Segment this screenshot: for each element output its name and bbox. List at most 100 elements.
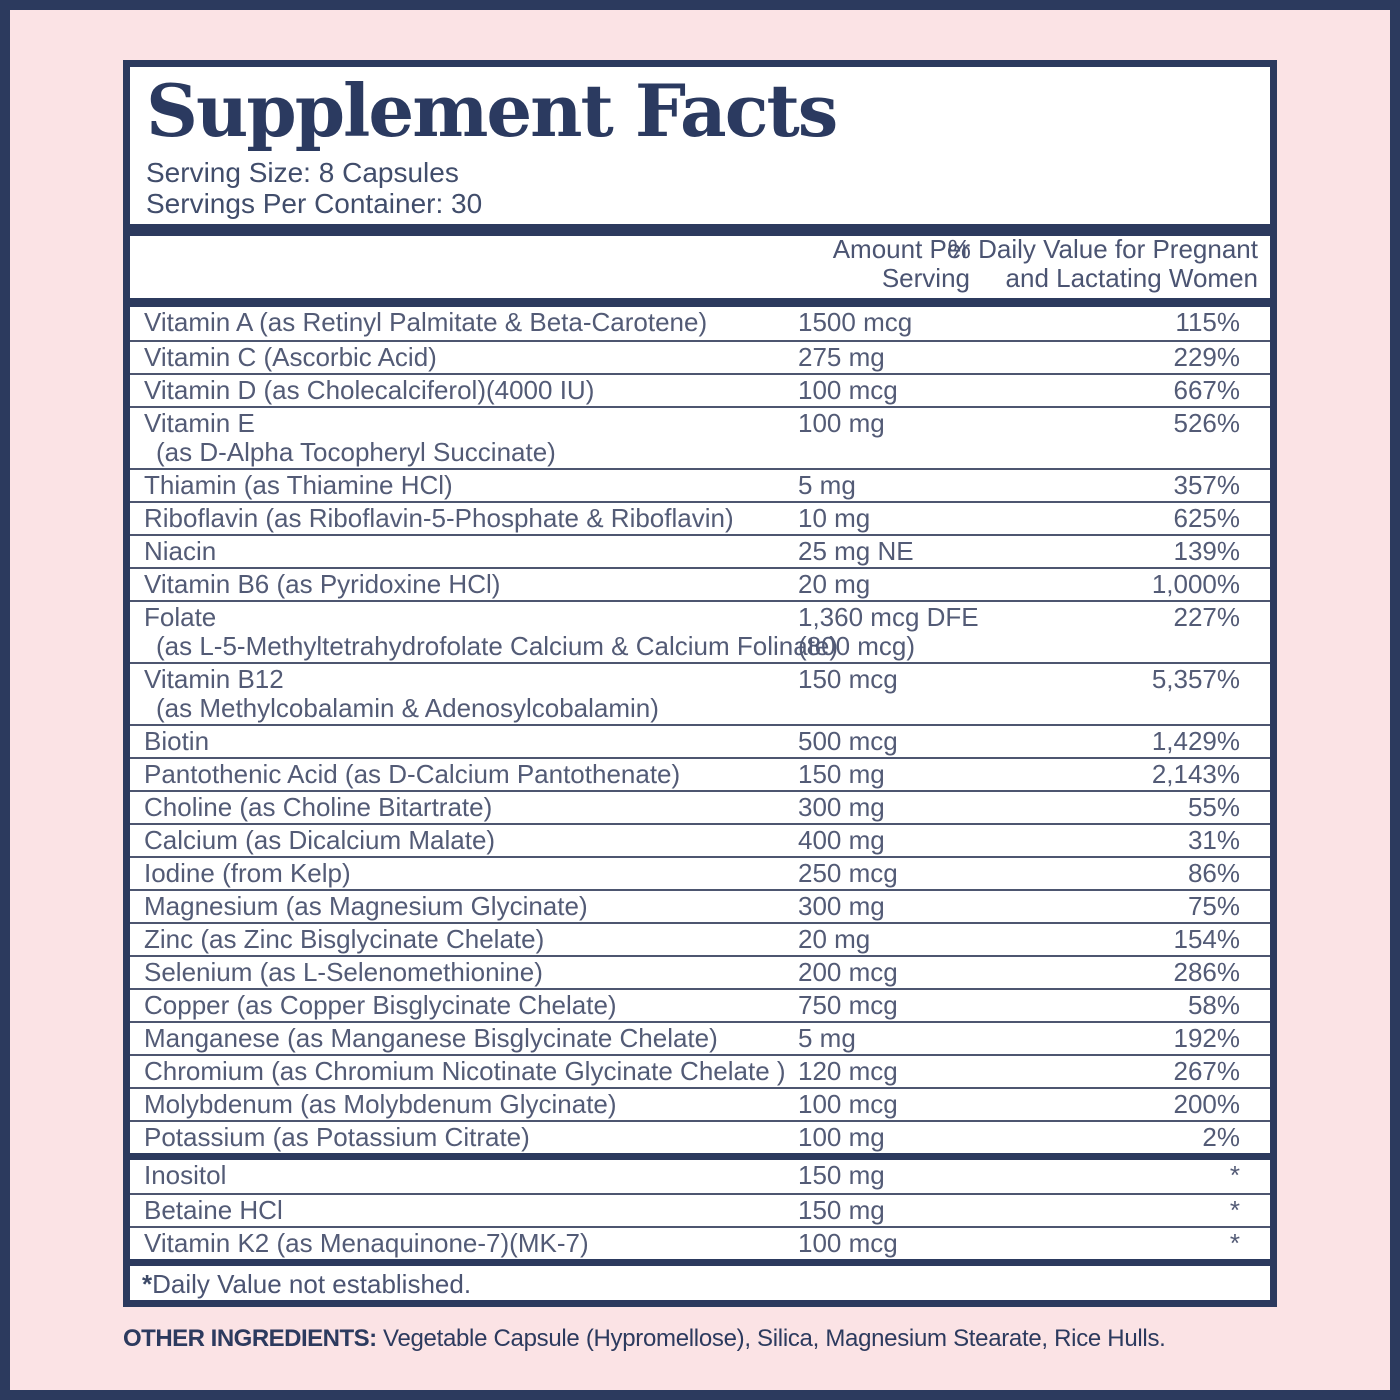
nutrient-row: Vitamin C (Ascorbic Acid) 275 mg 229% (130, 340, 1270, 373)
nutrient-row: Zinc (as Zinc Bisglycinate Chelate) 20 m… (130, 922, 1270, 955)
nutrient-daily-value: 192% (1173, 1023, 1241, 1053)
nutrient-row: Calcium (as Dicalcium Malate) 400 mg 31% (130, 823, 1270, 856)
nutrient-row: Iodine (from Kelp) 250 mcg 86% (130, 856, 1270, 889)
nutrient-amount: 300 mg (798, 891, 885, 921)
nutrient-table: Vitamin A (as Retinyl Palmitate & Beta-C… (130, 307, 1270, 1259)
nutrient-name: Inositol (144, 1160, 227, 1190)
nutrient-daily-value: 200% (1173, 1089, 1241, 1119)
footnote-divider-bar (130, 1259, 1270, 1266)
nutrient-name: Vitamin B6 (as Pyridoxine HCl) (144, 569, 501, 599)
nutrient-daily-value: 667% (1173, 375, 1241, 405)
nutrient-name: Vitamin B12 (144, 664, 284, 694)
nutrient-daily-value: 1,000% (1151, 569, 1240, 599)
nutrient-amount: 1500 mcg (798, 307, 913, 337)
nutrient-daily-value: 286% (1173, 957, 1241, 987)
section-divider-bar (130, 1153, 1270, 1160)
nutrient-row: Vitamin E (as D-Alpha Tocopheryl Succina… (130, 406, 1270, 468)
nutrient-row: Manganese (as Manganese Bisglycinate Che… (130, 1021, 1270, 1054)
nutrient-amount: 150 mg (798, 1160, 885, 1190)
nutrient-row: Vitamin D (as Cholecalciferol)(4000 IU) … (130, 373, 1270, 406)
nutrient-amount: 750 mcg (798, 990, 898, 1020)
daily-value-header: % Daily Value for Pregnant and Lactating… (948, 235, 1258, 293)
nutrient-amount: 100 mcg (798, 1228, 898, 1258)
serving-size-line: Serving Size: 8 Capsules (146, 157, 459, 188)
nutrient-name: Betaine HCl (144, 1195, 283, 1225)
nutrient-daily-value: 154% (1173, 924, 1241, 954)
nutrient-daily-value: 2% (1202, 1122, 1240, 1152)
nutrient-amount: 1,360 mcg DFE (800 mcg) (798, 602, 979, 661)
nutrient-name: Magnesium (as Magnesium Glycinate) (144, 891, 588, 921)
nutrient-daily-value: 75% (1187, 891, 1240, 921)
nutrient-name: Thiamin (as Thiamine HCl) (144, 470, 453, 500)
nutrient-amount: 275 mg (798, 342, 885, 372)
nutrient-name: Zinc (as Zinc Bisglycinate Chelate) (144, 924, 545, 954)
nutrient-amount: 250 mcg (798, 858, 898, 888)
nutrient-name: Copper (as Copper Bisglycinate Chelate) (144, 990, 617, 1020)
nutrient-row: Thiamin (as Thiamine HCl) 5 mg 357% (130, 468, 1270, 501)
nutrient-row: Inositol 150 mg * (130, 1160, 1270, 1193)
nutrient-amount: 400 mg (798, 825, 885, 855)
nutrient-row: Betaine HCl 150 mg * (130, 1193, 1270, 1226)
nutrient-row: Magnesium (as Magnesium Glycinate) 300 m… (130, 889, 1270, 922)
nutrient-name: Pantothenic Acid (as D-Calcium Pantothen… (144, 759, 681, 789)
nutrient-amount: 100 mg (798, 408, 885, 438)
nutrient-row: Vitamin K2 (as Menaquinone-7)(MK-7) 100 … (130, 1226, 1270, 1259)
nutrient-name: Riboflavin (as Riboflavin-5-Phosphate & … (144, 503, 734, 533)
nutrient-daily-value: 357% (1173, 470, 1241, 500)
nutrient-name: Manganese (as Manganese Bisglycinate Che… (144, 1023, 718, 1053)
other-ingredients-text: Vegetable Capsule (Hypromellose), Silica… (376, 1325, 1166, 1352)
nutrient-amount: 150 mcg (798, 664, 898, 694)
nutrient-name-detail: (as Methylcobalamin & Adenosylcobalamin) (156, 693, 659, 723)
nutrient-daily-value: 227% (1173, 602, 1241, 632)
nutrient-amount: 120 mcg (798, 1056, 898, 1086)
header-divider-bar (130, 224, 1270, 236)
nutrient-daily-value: 139% (1173, 536, 1241, 566)
nutrient-daily-value: 86% (1187, 858, 1240, 888)
panel-header: Supplement Facts Serving Size: 8 Capsule… (130, 69, 1270, 224)
column-header-divider-bar (130, 298, 1270, 307)
nutrient-amount: 10 mg (798, 503, 871, 533)
supplement-facts-panel: Supplement Facts Serving Size: 8 Capsule… (123, 60, 1277, 1307)
daily-value-header-line1: % Daily Value for Pregnant (947, 234, 1258, 264)
nutrient-daily-value: 267% (1173, 1056, 1241, 1086)
nutrient-name-detail: (as L-5-Methyltetrahydrofolate Calcium &… (156, 631, 839, 661)
nutrient-amount: 100 mcg (798, 375, 898, 405)
nutrient-name: Selenium (as L-Selenomethionine) (144, 957, 543, 987)
nutrient-row: Folate (as L-5-Methyltetrahydrofolate Ca… (130, 600, 1270, 662)
nutrient-daily-value: 526% (1173, 408, 1241, 438)
nutrient-amount: 5 mg (798, 470, 856, 500)
nutrient-name: Iodine (from Kelp) (144, 858, 351, 888)
nutrient-daily-value: 55% (1187, 792, 1240, 822)
nutrient-name: Potassium (as Potassium Citrate) (144, 1122, 530, 1152)
footnote-text: Daily Value not established. (152, 1269, 472, 1299)
nutrient-daily-value: 625% (1173, 503, 1241, 533)
nutrient-daily-value: 31% (1187, 825, 1240, 855)
nutrient-name: Vitamin A (as Retinyl Palmitate & Beta-C… (144, 307, 708, 337)
nutrient-daily-value: 229% (1173, 342, 1241, 372)
nutrient-daily-value: 58% (1187, 990, 1240, 1020)
nutrient-row: Choline (as Choline Bitartrate) 300 mg 5… (130, 790, 1270, 823)
servings-per-container-line: Servings Per Container: 30 (146, 188, 483, 219)
nutrient-row: Biotin 500 mcg 1,429% (130, 724, 1270, 757)
other-ingredients-label: OTHER INGREDIENTS: (123, 1325, 377, 1352)
nutrient-daily-value: * (1229, 1228, 1240, 1258)
nutrient-daily-value: 5,357% (1151, 664, 1240, 694)
nutrient-amount: 500 mcg (798, 726, 898, 756)
nutrient-amount: 200 mcg (798, 957, 898, 987)
nutrient-daily-value: 115% (1175, 307, 1240, 337)
nutrient-row: Vitamin A (as Retinyl Palmitate & Beta-C… (130, 307, 1270, 340)
nutrient-amount: 5 mg (798, 1023, 856, 1053)
nutrient-daily-value: 2,143% (1151, 759, 1240, 789)
nutrient-amount: 20 mg (798, 569, 871, 599)
nutrient-row: Vitamin B12 (as Methylcobalamin & Adenos… (130, 662, 1270, 724)
nutrient-amount: 300 mg (798, 792, 885, 822)
nutrient-daily-value: * (1229, 1160, 1240, 1190)
nutrient-row: Riboflavin (as Riboflavin-5-Phosphate & … (130, 501, 1270, 534)
nutrient-name: Niacin (144, 536, 217, 566)
nutrient-row: Niacin 25 mg NE 139% (130, 534, 1270, 567)
nutrient-name: Molybdenum (as Molybdenum Glycinate) (144, 1089, 617, 1119)
nutrient-name: Vitamin E (144, 408, 255, 438)
nutrient-row: Potassium (as Potassium Citrate) 100 mg … (130, 1120, 1270, 1153)
amount-per-serving-header: Amount Per Serving (832, 234, 970, 293)
